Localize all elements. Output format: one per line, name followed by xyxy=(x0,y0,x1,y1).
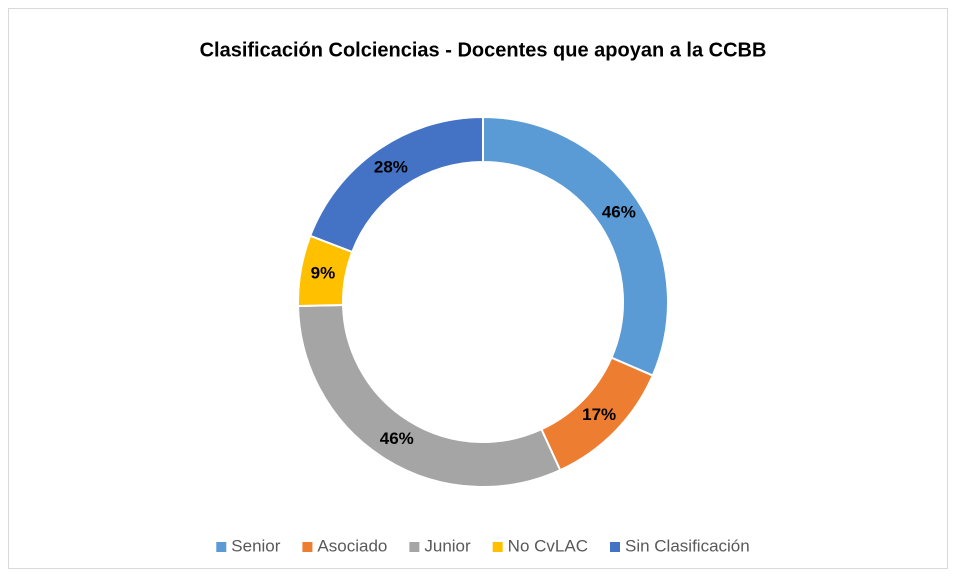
data-label: 17% xyxy=(582,405,616,424)
legend-swatch xyxy=(216,542,227,552)
legend-label: Senior xyxy=(231,536,280,555)
legend-swatch xyxy=(302,542,313,552)
legend-label: Sin Clasificación xyxy=(625,536,750,555)
legend-swatch xyxy=(609,542,620,552)
legend-swatch xyxy=(409,542,420,552)
data-label: 46% xyxy=(602,202,636,221)
data-label: 28% xyxy=(374,158,408,177)
data-label: 9% xyxy=(311,264,336,283)
legend-label: No CvLAC xyxy=(508,536,588,555)
data-label: 46% xyxy=(380,429,414,448)
legend-swatch xyxy=(492,542,503,552)
donut-segment xyxy=(308,115,484,254)
legend-label: Junior xyxy=(424,536,471,555)
legend-label: Asociado xyxy=(317,536,387,555)
chart-title: Clasificación Colciencias - Docentes que… xyxy=(200,39,767,61)
